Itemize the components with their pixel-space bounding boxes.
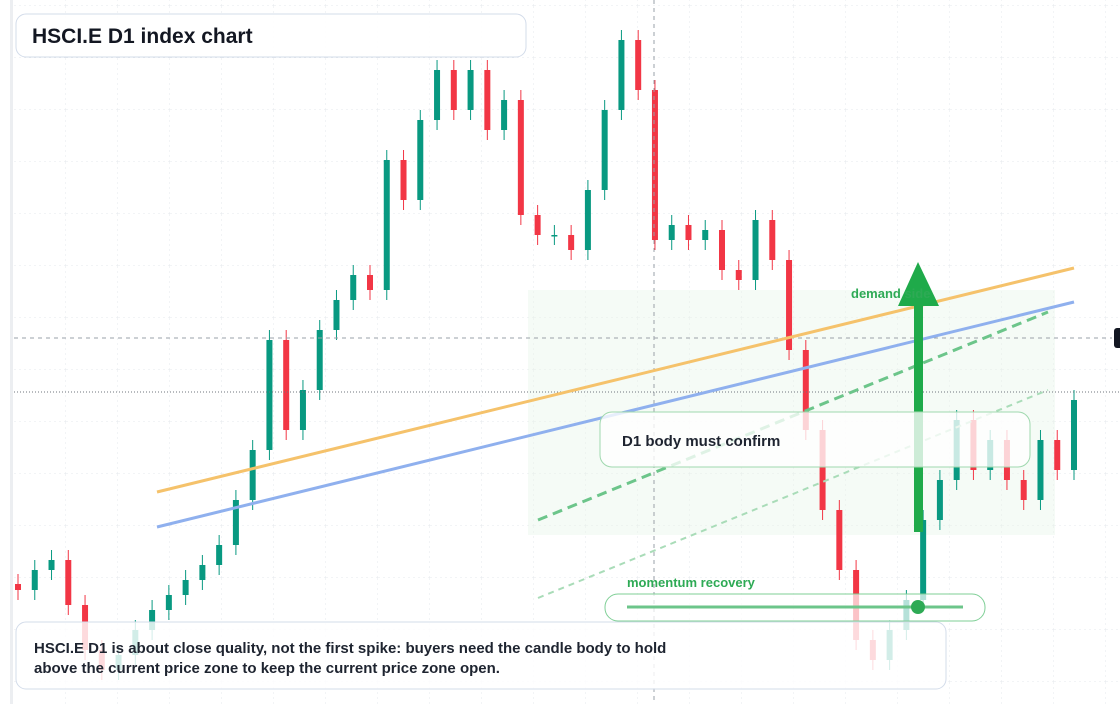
- note-line: HSCI.E D1 is about close quality, not th…: [34, 640, 666, 657]
- confirm-box: [599, 411, 1031, 468]
- candle-body: [400, 160, 407, 200]
- candle-body: [752, 220, 759, 280]
- candle-body: [769, 220, 776, 260]
- momentum-dot: [911, 600, 925, 614]
- candle-body: [584, 190, 591, 250]
- candle-body: [1020, 480, 1027, 500]
- candle-body: [283, 340, 290, 430]
- candle-body: [216, 545, 223, 565]
- candle-body: [31, 570, 38, 590]
- title-box: [15, 13, 527, 58]
- candle-body: [568, 235, 575, 250]
- candle-body: [350, 275, 357, 300]
- candle-body: [551, 235, 558, 237]
- candle-body: [199, 565, 206, 580]
- confirm-label: D1 body must confirm: [622, 433, 780, 450]
- candle-body: [48, 560, 55, 570]
- arrow-head: [898, 262, 939, 306]
- price-tag: [1114, 328, 1120, 348]
- candle-body: [316, 330, 323, 390]
- candle-body: [735, 270, 742, 280]
- candle-body: [484, 70, 491, 130]
- candle-body: [635, 40, 642, 90]
- candle-body: [668, 225, 675, 240]
- candle-body: [1054, 440, 1061, 470]
- candle-body: [434, 70, 441, 120]
- candle-body: [786, 260, 793, 350]
- candle-body: [601, 110, 608, 190]
- candle-body: [266, 340, 273, 450]
- candle-body: [1071, 400, 1077, 470]
- note-line: above the current price zone to keep the…: [34, 660, 500, 677]
- candle-body: [149, 610, 156, 630]
- momentum-label: momentum recovery: [627, 575, 756, 590]
- candle-body: [467, 70, 474, 110]
- chart-title: HSCI.E D1 index chart: [32, 25, 253, 48]
- candle-body: [651, 90, 658, 240]
- candle-body: [685, 225, 692, 240]
- candle-body: [383, 160, 390, 290]
- candle-body: [450, 70, 457, 110]
- support-dashed-light: [537, 389, 1049, 599]
- candle-body: [702, 230, 709, 240]
- grid-background: [14, 0, 1120, 704]
- candle-body: [1037, 440, 1044, 500]
- candle-body: [333, 300, 340, 330]
- candle-body: [249, 450, 256, 500]
- candle-body: [15, 584, 21, 590]
- candle-body: [819, 430, 826, 510]
- candle-body: [517, 100, 524, 215]
- candle-body: [165, 595, 172, 610]
- candle-body: [618, 40, 625, 110]
- left-edge: [10, 0, 13, 704]
- candle-body: [299, 390, 306, 430]
- candle-body: [836, 510, 843, 570]
- candle-body: [182, 580, 189, 595]
- demand-label: demand side: [851, 286, 930, 301]
- candle-body: [417, 120, 424, 200]
- candle-body: [65, 560, 72, 605]
- note-box: [15, 621, 947, 690]
- candle-body: [501, 100, 508, 130]
- candle-body: [367, 275, 373, 290]
- candle-body: [534, 215, 541, 235]
- candle-body: [232, 500, 239, 545]
- candle-body: [802, 350, 809, 430]
- candle-body: [936, 480, 943, 520]
- candle-body: [920, 520, 927, 600]
- candle-body: [719, 230, 725, 270]
